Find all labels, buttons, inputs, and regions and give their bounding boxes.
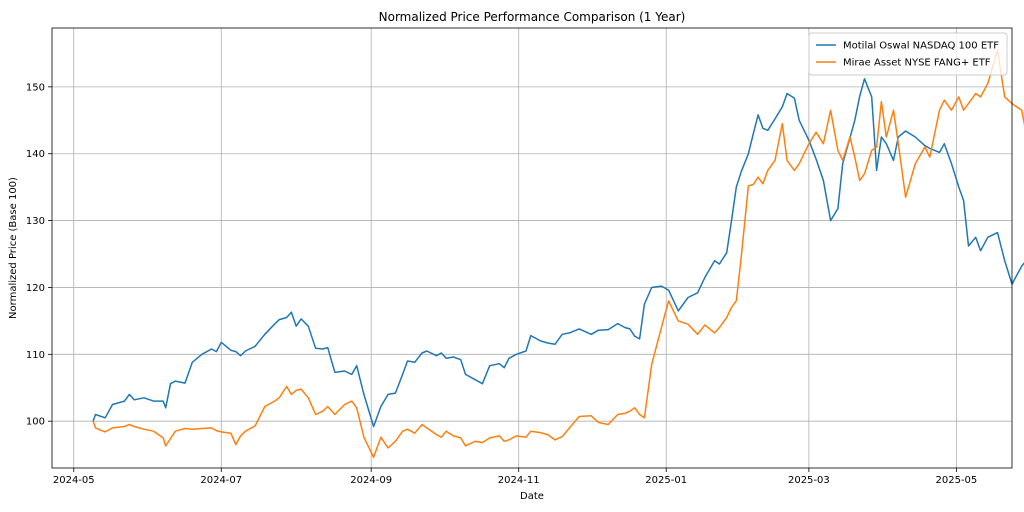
- x-tick-label: 2024-05: [53, 475, 95, 486]
- y-tick-label: 100: [26, 417, 45, 428]
- y-tick-label: 140: [26, 149, 45, 160]
- legend-label-1: Motilal Oswal NASDAQ 100 ETF: [843, 41, 999, 52]
- y-axis-label: Normalized Price (Base 100): [8, 177, 19, 319]
- series-line-1: [92, 78, 1024, 428]
- x-tick-label: 2025-01: [645, 475, 687, 486]
- y-tick-label: 150: [26, 82, 45, 93]
- legend-box: [808, 32, 1008, 76]
- chart-title: Normalized Price Performance Comparison …: [379, 10, 686, 24]
- legend: Motilal Oswal NASDAQ 100 ETF Mirae Asset …: [808, 32, 1008, 76]
- grid: [52, 28, 1012, 468]
- x-tick-label: 2024-11: [498, 475, 540, 486]
- x-axis: 2024-05 2024-07 2024-09 2024-11 2025-01 2025-…: [53, 468, 977, 486]
- x-tick-label: 2025-03: [788, 475, 830, 486]
- y-axis: 100 110 120 130 140 150: [26, 82, 52, 428]
- y-tick-label: 110: [26, 350, 45, 361]
- plot-area-frame: [51, 27, 1013, 469]
- x-tick-label: 2025-05: [935, 475, 977, 486]
- series-layer: [92, 49, 1024, 459]
- series-line-2: [92, 49, 1024, 459]
- y-tick-label: 120: [26, 283, 45, 294]
- y-tick-label: 130: [26, 216, 45, 227]
- x-axis-label: Date: [520, 491, 544, 502]
- x-tick-label: 2024-09: [350, 475, 392, 486]
- legend-label-2: Mirae Asset NYSE FANG+ ETF: [843, 58, 991, 69]
- x-tick-label: 2024-07: [200, 475, 242, 486]
